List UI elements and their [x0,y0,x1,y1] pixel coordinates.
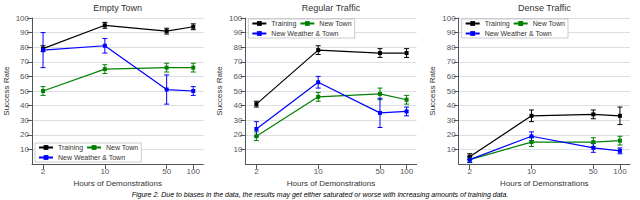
svg-text:10: 10 [100,167,109,176]
svg-text:30: 30 [20,116,29,125]
svg-text:50: 50 [589,167,598,176]
svg-text:Success Rate: Success Rate [215,66,224,116]
svg-text:40: 40 [233,101,242,110]
svg-text:100: 100 [229,14,243,23]
svg-text:40: 40 [20,101,29,110]
svg-text:2: 2 [41,167,46,176]
svg-text:New Weather & Town: New Weather & Town [271,30,338,37]
svg-text:Hours of Demonstrations: Hours of Demonstrations [500,179,588,188]
svg-text:10: 10 [314,167,323,176]
svg-text:20: 20 [20,130,29,139]
svg-text:Success Rate: Success Rate [2,66,11,116]
svg-text:Training: Training [271,20,296,28]
svg-text:40: 40 [447,101,456,110]
svg-text:10: 10 [233,145,242,154]
svg-text:50: 50 [162,167,171,176]
svg-text:70: 70 [233,57,242,66]
svg-text:50: 50 [376,167,385,176]
svg-text:Success Rate: Success Rate [428,66,437,116]
svg-text:100: 100 [400,167,414,176]
svg-text:100: 100 [187,167,201,176]
svg-text:New Town: New Town [319,20,351,27]
svg-text:2: 2 [467,167,472,176]
svg-text:70: 70 [20,57,29,66]
svg-text:Hours of Demonstrations: Hours of Demonstrations [73,179,161,188]
svg-text:Hours of Demonstrations: Hours of Demonstrations [287,179,375,188]
svg-text:10: 10 [20,145,29,154]
svg-text:100: 100 [442,14,456,23]
svg-text:New Weather & Town: New Weather & Town [485,30,552,37]
svg-text:80: 80 [447,43,456,52]
svg-text:80: 80 [20,43,29,52]
svg-text:2: 2 [254,167,259,176]
svg-text:90: 90 [447,28,456,37]
svg-text:100: 100 [613,167,627,176]
svg-text:50: 50 [233,87,242,96]
svg-text:70: 70 [447,57,456,66]
svg-text:60: 60 [20,72,29,81]
svg-text:50: 50 [20,87,29,96]
svg-text:New Town: New Town [533,20,565,27]
svg-text:10: 10 [447,145,456,154]
svg-text:30: 30 [447,116,456,125]
svg-text:New Town: New Town [106,144,138,151]
svg-text:100: 100 [16,14,30,23]
svg-text:Training: Training [485,20,510,28]
svg-text:60: 60 [447,72,456,81]
svg-text:Training: Training [58,144,83,152]
svg-text:60: 60 [233,72,242,81]
svg-text:50: 50 [447,87,456,96]
svg-text:Figure 2. Due to biases in the: Figure 2. Due to biases in the data, the… [132,191,509,199]
svg-text:New Weather & Town: New Weather & Town [58,154,125,161]
svg-text:Regular Traffic: Regular Traffic [302,3,361,13]
svg-text:80: 80 [233,43,242,52]
svg-text:30: 30 [233,116,242,125]
svg-text:Empty Town: Empty Town [93,3,142,13]
svg-text:10: 10 [527,167,536,176]
svg-text:90: 90 [20,28,29,37]
svg-text:90: 90 [233,28,242,37]
svg-text:Dense Traffic: Dense Traffic [518,3,571,13]
svg-text:20: 20 [233,130,242,139]
svg-text:20: 20 [447,130,456,139]
